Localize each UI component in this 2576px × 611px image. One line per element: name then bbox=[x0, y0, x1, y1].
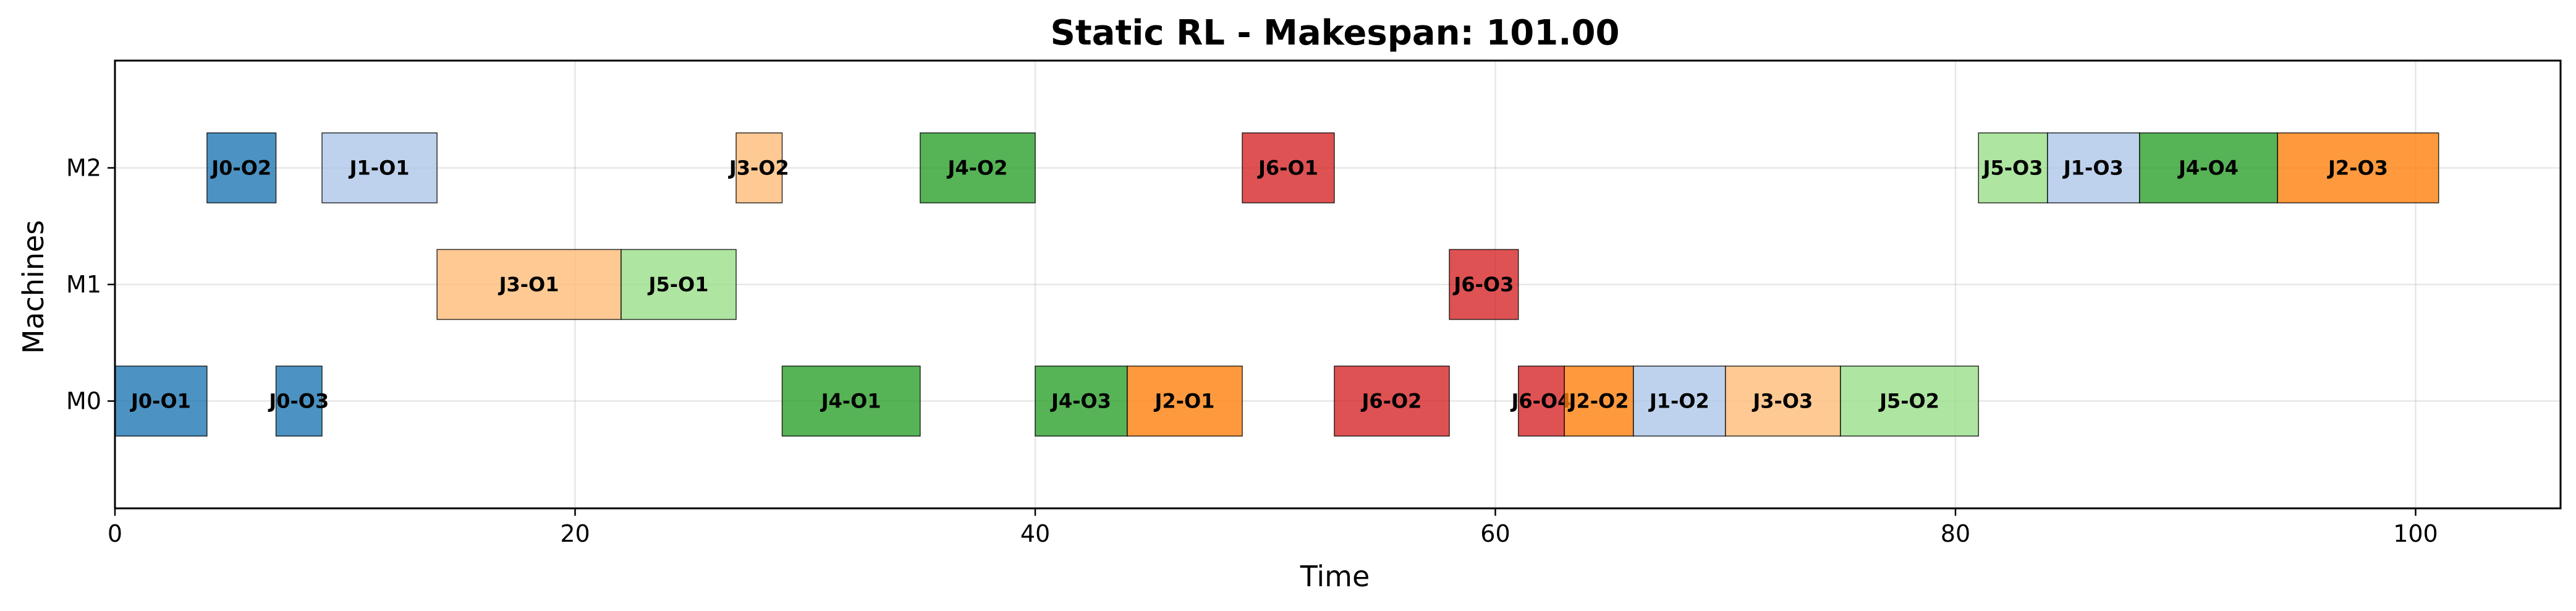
gantt-bar-group: J5-O3 bbox=[1978, 132, 2048, 203]
gantt-bar-group: J2-O2 bbox=[1564, 365, 1634, 437]
gantt-bar-label: J4-O4 bbox=[2177, 156, 2239, 179]
gantt-bar bbox=[206, 132, 277, 203]
x-tick-label: 40 bbox=[1020, 520, 1050, 547]
y-tick-label: M1 bbox=[66, 271, 101, 298]
gantt-bar-label: J6-O1 bbox=[1257, 156, 1318, 179]
y-tick-label: M0 bbox=[66, 388, 101, 415]
x-axis-label: Time bbox=[1300, 560, 1370, 593]
gantt-bar-label: J5-O3 bbox=[1982, 156, 2043, 179]
gantt-bar-group: J3-O2 bbox=[728, 132, 789, 203]
gantt-bar-label: J5-O1 bbox=[648, 273, 709, 296]
gantt-bar-label: J0-O1 bbox=[130, 390, 191, 413]
gantt-bar-label: J2-O3 bbox=[2327, 156, 2388, 179]
gantt-bar-group: J4-O4 bbox=[2139, 132, 2278, 203]
x-tick-label: 100 bbox=[2393, 520, 2438, 547]
gantt-bar bbox=[2277, 132, 2439, 203]
gantt-bar-label: J4-O1 bbox=[820, 390, 881, 413]
gantt-bar-label: J3-O1 bbox=[498, 273, 559, 296]
gantt-bar-group: J5-O2 bbox=[1840, 365, 1979, 437]
y-axis-label: Machines bbox=[17, 220, 50, 354]
gantt-bar bbox=[1517, 365, 1565, 437]
gantt-bar-group: J4-O3 bbox=[1035, 365, 1128, 437]
gantt-bar bbox=[1840, 365, 1979, 437]
gantt-bar bbox=[1127, 365, 1243, 437]
gantt-bar-group: J6-O3 bbox=[1449, 249, 1519, 320]
gantt-bar bbox=[321, 132, 438, 203]
y-tick-label: M2 bbox=[66, 154, 101, 181]
gantt-bar-label: J4-O3 bbox=[1050, 390, 1111, 413]
gantt-bar-label: J2-O2 bbox=[1568, 390, 1629, 413]
gantt-bar-label: J5-O2 bbox=[1878, 390, 1939, 413]
gantt-bar bbox=[1242, 132, 1335, 203]
gantt-bar-group: J1-O3 bbox=[2047, 132, 2140, 203]
gantt-bar bbox=[1334, 365, 1450, 437]
gantt-bar-group: J4-O1 bbox=[781, 365, 921, 437]
gantt-bar-label: J6-O2 bbox=[1361, 390, 1422, 413]
gantt-bar-group: J5-O1 bbox=[621, 249, 737, 320]
gantt-bar-group: J4-O2 bbox=[920, 132, 1036, 203]
gantt-bar-label: J1-O3 bbox=[2062, 156, 2124, 179]
gantt-bar-label: J3-O2 bbox=[728, 156, 789, 179]
bars: J0-O2 J1-O1 J3-O2 J4-O2 J6-O1 J5-O3 J1-O3 J4-O4… bbox=[114, 132, 2439, 437]
gantt-bar-label: J0-O3 bbox=[268, 390, 329, 413]
gantt-bar-group: J3-O1 bbox=[436, 249, 622, 320]
gantt-bar-group: J1-O2 bbox=[1633, 365, 1726, 437]
gantt-bar-label: J6-O4 bbox=[1510, 390, 1571, 413]
gantt-bar-label: J4-O2 bbox=[946, 156, 1007, 179]
gantt-bar bbox=[735, 132, 783, 203]
gantt-bar-label: J1-O2 bbox=[1648, 390, 1710, 413]
gantt-bar-group: J0-O3 bbox=[268, 365, 329, 437]
gantt-bar bbox=[114, 365, 208, 437]
x-tick-label: 20 bbox=[560, 520, 590, 547]
gantt-bar-group: J6-O2 bbox=[1334, 365, 1450, 437]
x-tick-label: 60 bbox=[1480, 520, 1510, 547]
gantt-bar bbox=[275, 365, 323, 437]
gantt-bar bbox=[1724, 365, 1841, 437]
gantt-bar-group: J2-O1 bbox=[1127, 365, 1243, 437]
gantt-bar-label: J6-O3 bbox=[1452, 273, 1514, 296]
chart-title: Static RL - Makespan: 101.00 bbox=[1051, 13, 1620, 53]
gantt-bar bbox=[2047, 132, 2140, 203]
gantt-bar-group: J6-O1 bbox=[1242, 132, 1335, 203]
gantt-bar bbox=[436, 249, 622, 320]
gantt-bar bbox=[1449, 249, 1519, 320]
gantt-bar bbox=[781, 365, 921, 437]
gantt-bar bbox=[621, 249, 737, 320]
gantt-bar bbox=[1633, 365, 1726, 437]
gantt-bar-label: J0-O2 bbox=[210, 156, 271, 179]
gantt-bar-label: J3-O3 bbox=[1752, 390, 1813, 413]
gantt-bar bbox=[1564, 365, 1634, 437]
gantt-bar-group: J2-O3 bbox=[2277, 132, 2439, 203]
gantt-bar-group: J1-O1 bbox=[321, 132, 438, 203]
gantt-bar-group: J0-O2 bbox=[206, 132, 277, 203]
gantt-bar bbox=[2139, 132, 2278, 203]
gantt-bar-group: J6-O4 bbox=[1510, 365, 1571, 437]
gantt-bar-label: J1-O1 bbox=[349, 156, 410, 179]
x-tick-label: 80 bbox=[1941, 520, 1970, 547]
gantt-bar bbox=[920, 132, 1036, 203]
gantt-bar-group: J3-O3 bbox=[1724, 365, 1841, 437]
gantt-bar-label: J2-O1 bbox=[1153, 390, 1214, 413]
gantt-bar bbox=[1978, 132, 2048, 203]
x-tick-label: 0 bbox=[108, 520, 122, 547]
gantt-bar-group: J0-O1 bbox=[114, 365, 208, 437]
axis-ticks: 0 20 40 60 80 100 M0 M1 M2 bbox=[66, 154, 2438, 547]
